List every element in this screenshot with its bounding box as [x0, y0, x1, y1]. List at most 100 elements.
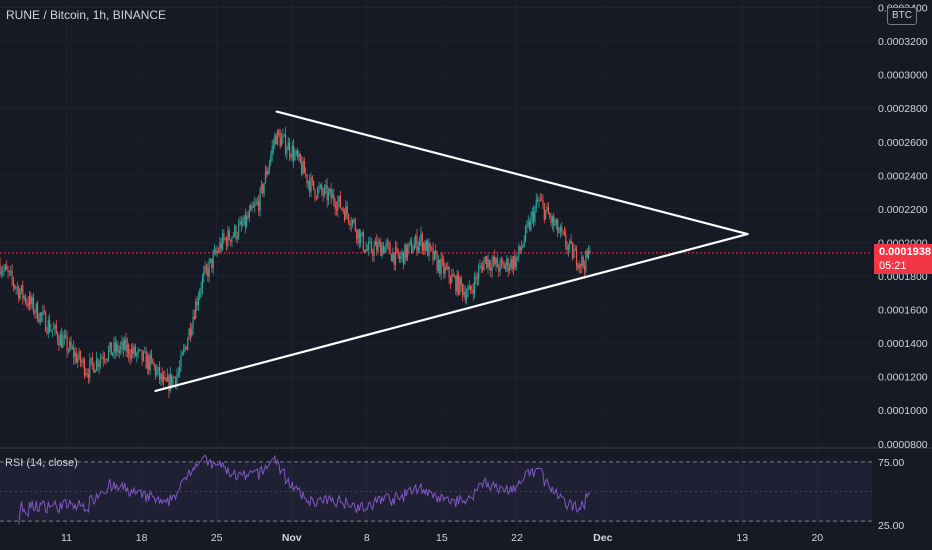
time-tick-label: 11 — [61, 532, 72, 544]
candle-body — [3, 268, 5, 272]
candle-body — [67, 349, 69, 351]
candle-body — [457, 274, 460, 294]
candle-body — [528, 221, 531, 230]
candle-body — [42, 311, 44, 316]
candle-body — [373, 245, 375, 256]
candle-body — [484, 256, 486, 261]
candle-body — [23, 296, 25, 298]
candle-body — [7, 269, 9, 272]
candle-body — [314, 189, 316, 198]
candle-body — [374, 241, 376, 246]
candle-body — [212, 253, 214, 269]
candle-body — [405, 244, 407, 258]
candle-body — [264, 171, 267, 184]
candle-body — [402, 251, 405, 265]
candle-body — [570, 240, 572, 243]
candle-body — [217, 251, 220, 252]
currency-unit-button[interactable]: BTC — [887, 7, 917, 25]
candle-body — [412, 250, 414, 254]
candle-body — [444, 267, 446, 274]
candle-body — [242, 224, 244, 226]
candle-body — [20, 285, 23, 292]
candle-body — [36, 303, 39, 321]
candle-body — [361, 232, 363, 235]
candle-body — [503, 263, 505, 269]
candle-body — [520, 247, 523, 251]
candle-body — [204, 266, 206, 272]
candle-body — [578, 263, 580, 269]
candle-body — [31, 297, 33, 305]
candle-body — [244, 215, 246, 227]
candle-body — [474, 276, 476, 294]
candle-body — [299, 153, 301, 163]
candle-body — [268, 162, 271, 170]
candle-body — [238, 224, 240, 237]
candle-body — [305, 173, 307, 175]
candle-body — [561, 227, 563, 232]
candle-body — [53, 328, 55, 330]
candle-body — [559, 227, 562, 233]
candle-body — [205, 266, 208, 269]
candle-body — [353, 220, 355, 221]
candle-body — [199, 291, 201, 298]
candle-body — [286, 149, 288, 154]
candle-body — [227, 230, 229, 247]
candle-body — [483, 260, 485, 271]
time-tick-label: 8 — [364, 532, 370, 544]
candle-body — [542, 200, 544, 204]
candle-body — [201, 277, 204, 289]
candle-body — [506, 258, 508, 266]
candle-body — [562, 231, 564, 233]
candle-body — [468, 285, 470, 290]
candle-body — [331, 194, 334, 199]
candle-body — [57, 332, 59, 341]
candle-body — [47, 320, 49, 334]
candle-body — [538, 199, 540, 201]
candle-body — [14, 285, 16, 288]
candle-body — [397, 248, 399, 257]
candle-body — [191, 329, 193, 336]
candle-body — [122, 341, 124, 350]
candle-body — [105, 359, 107, 361]
candle-body — [293, 145, 295, 161]
candle-body — [392, 252, 394, 262]
candle-body — [416, 235, 418, 252]
candle-body — [388, 242, 390, 245]
candle-body — [49, 320, 51, 332]
candle-body — [165, 378, 167, 382]
candle-body — [511, 259, 513, 269]
candle-body — [70, 341, 72, 349]
candle-body — [224, 238, 226, 240]
candle-body — [16, 287, 19, 289]
time-tick-label: 18 — [136, 532, 148, 544]
price-tick-label: 0.0002600 — [878, 137, 928, 149]
candle-body — [220, 242, 222, 249]
candle-body — [85, 373, 87, 376]
rsi-pane: 75.00 25.00 — [0, 454, 904, 532]
candle-body — [152, 359, 154, 364]
price-tick-label: 0.0002800 — [878, 103, 928, 115]
candle-body — [423, 243, 425, 251]
candle-body — [545, 210, 547, 220]
candle-body — [95, 359, 98, 370]
candle-body — [394, 247, 397, 265]
time-tick-label: 25 — [211, 532, 223, 544]
candle-body — [396, 247, 398, 249]
candle-body — [479, 265, 481, 269]
candle-body — [432, 248, 434, 261]
candle-body — [266, 171, 268, 175]
candle-body — [533, 211, 535, 223]
candle-body — [326, 185, 328, 201]
candle-body — [146, 355, 149, 369]
candle-body — [0, 271, 2, 274]
candle-body — [168, 375, 170, 391]
candle-body — [221, 233, 224, 249]
candle-body — [184, 346, 186, 349]
candle-body — [164, 376, 166, 379]
candle-body — [558, 232, 560, 233]
candle-body — [401, 251, 403, 256]
candle-body — [420, 233, 422, 240]
candle-body — [451, 274, 453, 283]
candle-body — [213, 250, 216, 254]
